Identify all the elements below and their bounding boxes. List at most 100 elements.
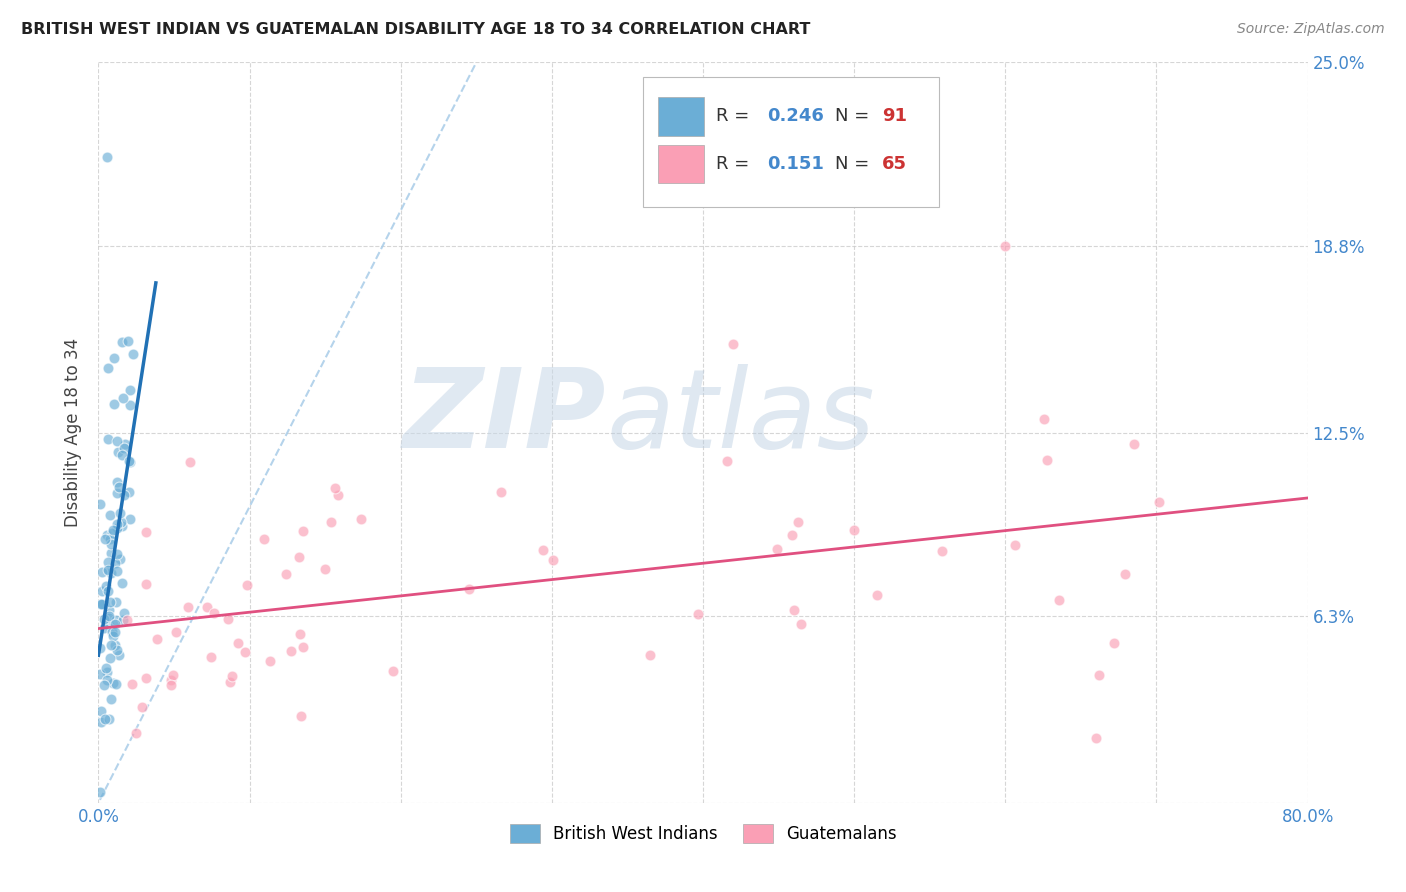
Point — [94, 661, 117, 675]
Point — [89, 667, 111, 681]
Point — [91, 597, 114, 611]
Point — [105, 613, 128, 627]
Point — [1149, 495, 1171, 509]
Point — [104, 556, 127, 570]
Point — [97, 563, 120, 577]
Point — [97, 360, 120, 375]
Point — [1123, 437, 1146, 451]
Point — [120, 398, 142, 412]
Point — [280, 644, 302, 658]
Point — [160, 673, 183, 688]
Point — [100, 638, 122, 652]
Point — [101, 629, 124, 643]
Point — [131, 699, 153, 714]
Point — [1088, 668, 1111, 682]
Point — [110, 515, 132, 529]
Point — [844, 524, 866, 538]
Point — [118, 485, 141, 500]
Point — [108, 648, 131, 662]
Point — [101, 525, 124, 540]
Point — [122, 346, 145, 360]
Point — [114, 436, 136, 450]
Text: 0.151: 0.151 — [768, 155, 824, 173]
Point — [97, 611, 120, 625]
Point — [328, 488, 350, 502]
Legend: British West Indians, Guatemalans: British West Indians, Guatemalans — [503, 817, 903, 850]
Point — [226, 635, 249, 649]
Point — [292, 524, 315, 538]
Point — [319, 516, 342, 530]
Point — [90, 704, 112, 718]
Point — [100, 508, 122, 523]
Point — [100, 546, 122, 560]
Point — [291, 640, 314, 654]
Point — [217, 612, 239, 626]
Point — [787, 515, 810, 529]
Point — [323, 481, 346, 495]
Point — [790, 616, 813, 631]
Point — [1033, 412, 1056, 426]
Point — [221, 669, 243, 683]
Point — [686, 607, 709, 621]
Point — [89, 497, 111, 511]
Text: N =: N = — [835, 155, 875, 173]
FancyBboxPatch shape — [658, 145, 704, 183]
Point — [97, 602, 120, 616]
Point — [111, 518, 134, 533]
Point — [195, 599, 218, 614]
Point — [177, 600, 200, 615]
Point — [165, 625, 187, 640]
Point — [93, 678, 115, 692]
Point — [288, 549, 311, 564]
Text: ZIP: ZIP — [402, 364, 606, 471]
Point — [766, 541, 789, 556]
Point — [274, 566, 297, 581]
Point — [96, 150, 118, 164]
Point — [90, 597, 112, 611]
Point — [115, 613, 138, 627]
Point — [97, 555, 120, 569]
Point — [135, 524, 157, 539]
Point — [111, 448, 134, 462]
Point — [458, 582, 481, 597]
Point — [112, 606, 135, 620]
Point — [179, 454, 201, 468]
Point — [111, 334, 134, 349]
Text: BRITISH WEST INDIAN VS GUATEMALAN DISABILITY AGE 18 TO 34 CORRELATION CHART: BRITISH WEST INDIAN VS GUATEMALAN DISABI… — [21, 22, 810, 37]
Point — [1035, 453, 1057, 467]
FancyBboxPatch shape — [643, 78, 939, 207]
Point — [103, 616, 125, 631]
Text: 91: 91 — [882, 108, 907, 126]
Point — [865, 588, 887, 602]
Point — [90, 584, 112, 599]
Point — [98, 595, 121, 609]
Text: atlas: atlas — [606, 364, 875, 471]
Text: R =: R = — [716, 155, 761, 173]
Point — [118, 383, 141, 397]
Point — [110, 552, 132, 566]
Point — [107, 444, 129, 458]
Point — [489, 485, 512, 500]
Point — [219, 674, 242, 689]
Point — [1004, 538, 1026, 552]
Point — [105, 643, 128, 657]
Point — [98, 650, 121, 665]
Point — [93, 597, 115, 611]
Point — [253, 532, 276, 546]
Text: 0.246: 0.246 — [768, 108, 824, 126]
Point — [290, 708, 312, 723]
Point — [90, 597, 112, 611]
Point — [100, 692, 122, 706]
Point — [100, 537, 122, 551]
Point — [236, 577, 259, 591]
Point — [160, 678, 183, 692]
Point — [100, 566, 122, 580]
Point — [97, 617, 120, 632]
Point — [105, 564, 128, 578]
Point — [98, 712, 121, 726]
Point — [96, 665, 118, 680]
Point — [117, 334, 139, 348]
Point — [93, 621, 115, 635]
Point — [314, 562, 336, 576]
Point — [101, 624, 124, 639]
